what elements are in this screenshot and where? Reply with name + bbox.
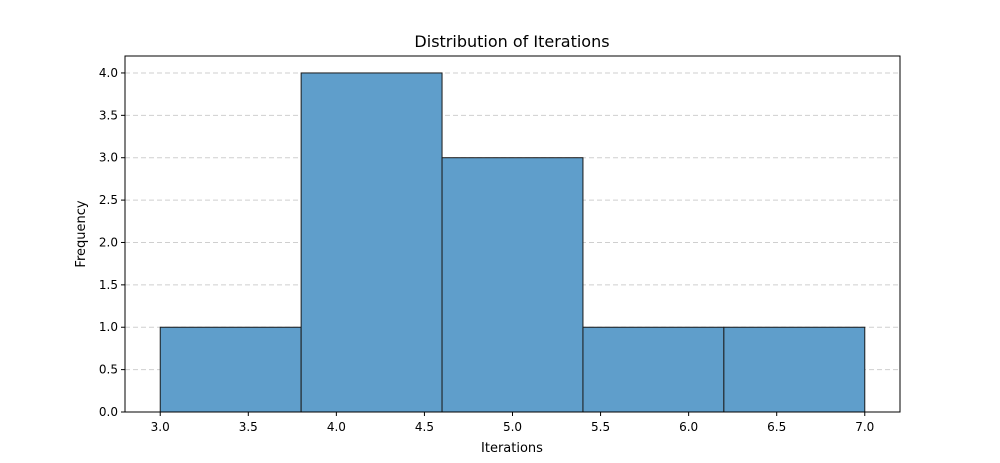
histogram-bar — [300, 72, 443, 413]
x-tick-label: 5.5 — [591, 420, 610, 434]
y-tick-label: 2.0 — [99, 235, 118, 249]
histogram-bar — [159, 326, 302, 413]
x-tick-label: 3.0 — [151, 420, 170, 434]
y-tick-label: 4.0 — [99, 66, 118, 80]
histogram-bar — [582, 326, 725, 413]
y-tick-label: 2.5 — [99, 193, 118, 207]
y-tick-label: 0.0 — [99, 405, 118, 419]
x-axis-label: Iterations — [481, 441, 543, 456]
y-tick-label: 1.0 — [99, 320, 118, 334]
histogram-bar — [723, 326, 866, 413]
y-tick-label: 0.5 — [99, 363, 118, 377]
x-tick-label: 6.0 — [679, 420, 698, 434]
bar-layer — [159, 72, 866, 413]
y-tick-label: 3.5 — [99, 108, 118, 122]
histogram-bar — [441, 157, 584, 413]
x-tick-label: 7.0 — [855, 420, 874, 434]
y-axis-ticks: 0.0 0.5 1.0 1.5 2.0 2.5 3.0 3.5 4.0 — [99, 66, 125, 419]
y-tick-label: 3.0 — [99, 151, 118, 165]
x-tick-label: 4.0 — [327, 420, 346, 434]
y-axis-label: Frequency — [74, 200, 89, 267]
y-tick-label: 1.5 — [99, 278, 118, 292]
x-tick-label: 6.5 — [767, 420, 786, 434]
chart-title: Distribution of Iterations — [414, 32, 609, 51]
x-tick-label: 3.5 — [239, 420, 258, 434]
x-axis-ticks: 3.0 3.5 4.0 4.5 5.0 5.5 6.0 6.5 7.0 — [151, 412, 874, 434]
x-tick-label: 4.5 — [415, 420, 434, 434]
x-tick-label: 5.0 — [503, 420, 522, 434]
